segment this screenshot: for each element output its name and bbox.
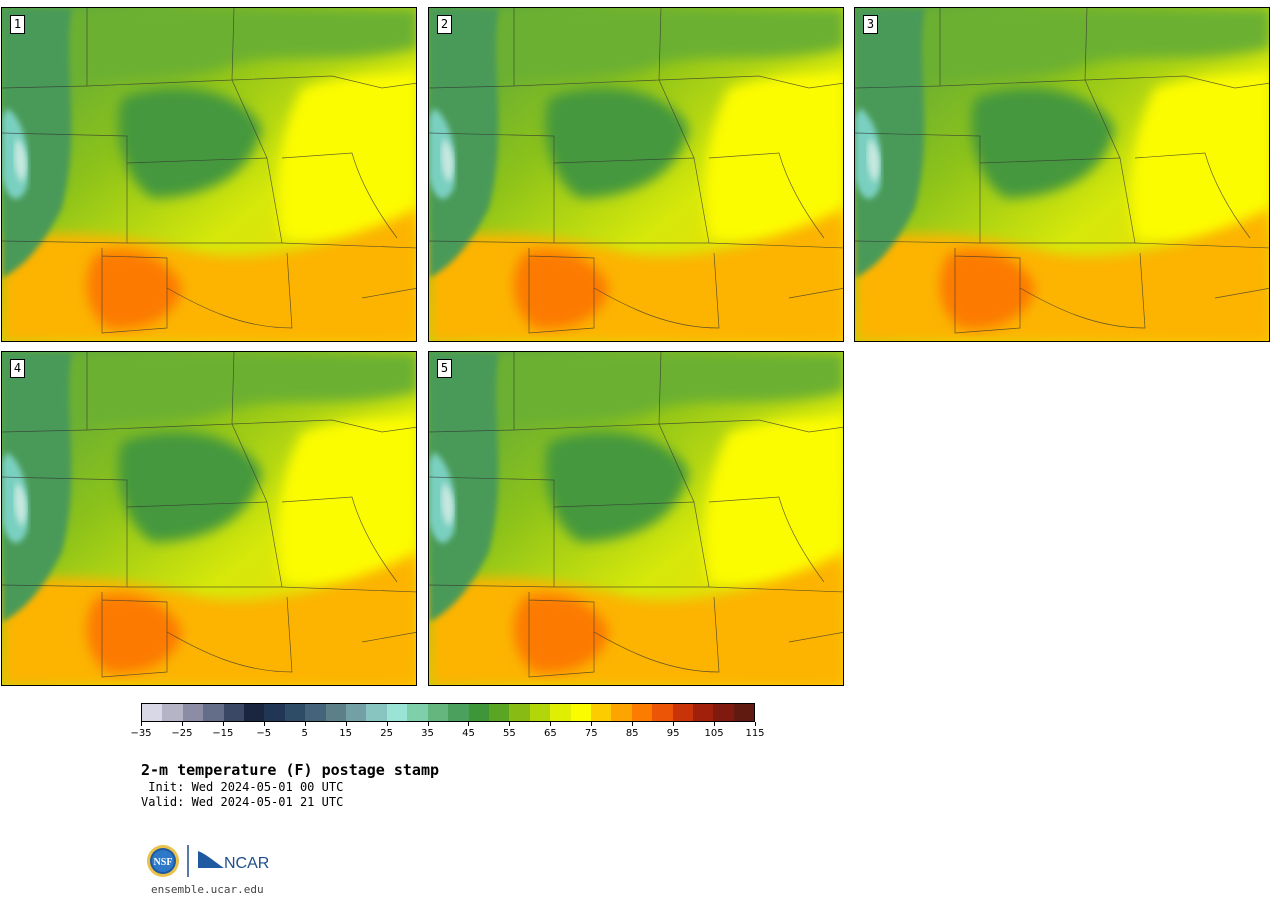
- colorbar-tick-label: 15: [339, 728, 353, 739]
- stamp-number: 1: [10, 15, 25, 34]
- postage-stamp-4: 4: [1, 351, 417, 686]
- logos: NSF NCAR: [144, 843, 274, 879]
- colorbar-cell: [713, 704, 734, 721]
- colorbar-cell: [529, 704, 551, 721]
- colorbar-cell: [488, 704, 510, 721]
- colorbar-tick-mark: [632, 722, 634, 726]
- colorbar-cell: [733, 704, 755, 721]
- temperature-map-2: [429, 8, 844, 342]
- colorbar-tick-label: 75: [584, 728, 598, 739]
- temperature-colorbar: [141, 703, 755, 722]
- colorbar-tick-mark: [427, 722, 429, 726]
- colorbar-cell: [223, 704, 245, 721]
- colorbar-tick-label: 45: [462, 728, 475, 739]
- colorbar-tick-label: −15: [212, 728, 234, 739]
- colorbar-cell: [570, 704, 591, 721]
- website-label: ensemble.ucar.edu: [151, 883, 264, 896]
- colorbar-tick-label: 85: [625, 728, 639, 739]
- colorbar-tick-label: −25: [171, 728, 193, 739]
- colorbar-tick-label: 55: [503, 728, 516, 739]
- stamp-number: 2: [437, 15, 452, 34]
- colorbar-cell: [264, 704, 285, 721]
- colorbar-tick-mark: [181, 722, 183, 726]
- colorbar-tick-mark: [509, 722, 511, 726]
- colorbar-cell: [652, 704, 673, 721]
- valid-time: Valid: Wed 2024-05-01 21 UTC: [141, 795, 344, 809]
- stamp-number: 4: [10, 359, 25, 378]
- colorbar-cell: [203, 704, 224, 721]
- colorbar-tick-label: 25: [380, 728, 393, 739]
- colorbar-cell: [468, 704, 489, 721]
- stamp-number: 3: [863, 15, 878, 34]
- colorbar-cell: [672, 704, 693, 721]
- colorbar-cell: [448, 704, 469, 721]
- colorbar-tick-mark: [550, 722, 552, 726]
- colorbar-tick-mark: [591, 722, 593, 726]
- temperature-map-5: [429, 352, 844, 686]
- page-title: 2-m temperature (F) postage stamp: [141, 761, 440, 779]
- colorbar-tick-mark: [468, 722, 470, 726]
- colorbar-tick-label: 95: [666, 728, 680, 739]
- colorbar-cell: [692, 704, 714, 721]
- colorbar-cell: [305, 704, 326, 721]
- colorbar-tick-mark: [222, 722, 224, 726]
- colorbar-tick-label: −35: [130, 728, 152, 739]
- colorbar-cell: [142, 704, 163, 721]
- ncar-logo-icon: NCAR: [198, 851, 269, 872]
- temperature-map-1: [2, 8, 417, 342]
- colorbar-tick-mark: [386, 722, 388, 726]
- ncar-logo-text: NCAR: [224, 855, 269, 872]
- colorbar-tick-mark: [263, 722, 265, 726]
- colorbar-tick-label: 115: [745, 728, 765, 739]
- colorbar-cell: [550, 704, 571, 721]
- colorbar-tick-mark: [673, 722, 675, 726]
- postage-stamp-5: 5: [428, 351, 844, 686]
- colorbar-tick-label: −5: [256, 728, 272, 739]
- colorbar-cell: [386, 704, 408, 721]
- temperature-map-4: [2, 352, 417, 686]
- colorbar-tick-mark: [755, 722, 756, 726]
- temperature-map-3: [855, 8, 1270, 342]
- colorbar-cell: [427, 704, 449, 721]
- colorbar-cell: [611, 704, 632, 721]
- postage-stamp-2: 2: [428, 7, 844, 342]
- nsf-logo-text: NSF: [154, 857, 173, 868]
- colorbar-tick-mark: [345, 722, 347, 726]
- stamp-number: 5: [437, 359, 452, 378]
- colorbar-cell: [162, 704, 183, 721]
- colorbar-cell: [631, 704, 653, 721]
- colorbar-ticks: −35 −25 −15 −5 5 15 25 35 45 55 65 75 85 95 105 115: [130, 722, 765, 742]
- colorbar-cell: [590, 704, 612, 721]
- colorbar-tick-label: 5: [301, 728, 308, 739]
- colorbar-cell: [325, 704, 347, 721]
- colorbar-tick-mark: [714, 722, 716, 726]
- init-time: Init: Wed 2024-05-01 00 UTC: [141, 780, 344, 794]
- colorbar-tick-label: 65: [543, 728, 557, 739]
- colorbar-cell: [509, 704, 530, 721]
- colorbar-cell: [346, 704, 367, 721]
- colorbar-cell: [366, 704, 387, 721]
- postage-stamp-1: 1: [1, 7, 417, 342]
- nsf-logo-icon: NSF: [147, 845, 179, 877]
- postage-stamp-3: 3: [854, 7, 1270, 342]
- colorbar-tick-mark: [304, 722, 306, 726]
- colorbar-tick-label: 105: [704, 728, 724, 739]
- colorbar-cell: [407, 704, 428, 721]
- colorbar-tick-mark: [141, 722, 142, 726]
- colorbar-tick-label: 35: [421, 728, 434, 739]
- colorbar-cell: [182, 704, 204, 721]
- colorbar-cell: [244, 704, 265, 721]
- colorbar-cell: [284, 704, 306, 721]
